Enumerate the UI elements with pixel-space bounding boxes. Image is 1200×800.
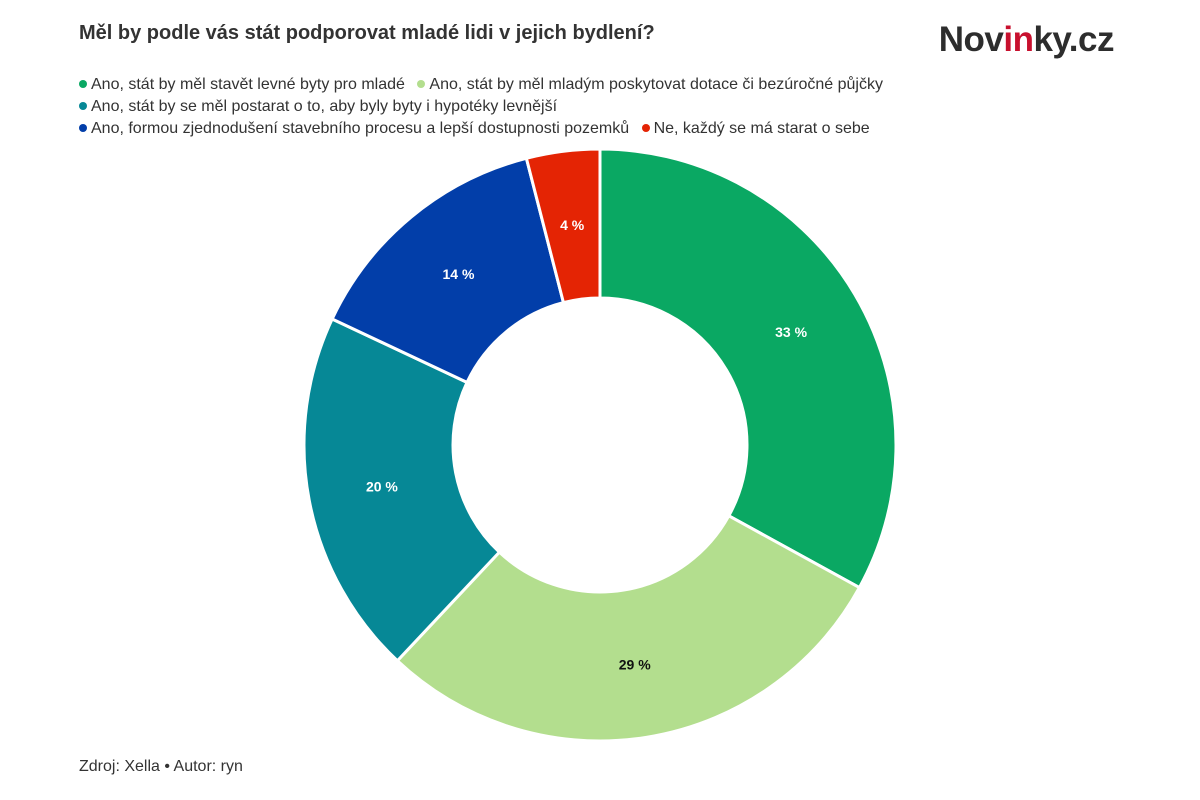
legend-item: Ano, formou zjednodušení stavebního proc… — [79, 118, 629, 140]
legend-label: Ano, stát by měl stavět levné byty pro m… — [91, 76, 405, 93]
logo-suffix: ky.cz — [1033, 20, 1114, 59]
legend-item: Ano, stát by měl mladým poskytovat dotac… — [417, 74, 883, 96]
legend-row: Ano, stát by se měl postarat o to, aby b… — [79, 96, 1079, 118]
legend-row: Ano, stát by měl stavět levné byty pro m… — [79, 74, 1079, 96]
legend-item: Ne, každý se má starat o sebe — [641, 118, 870, 140]
legend-label: Ne, každý se má starat o sebe — [653, 120, 870, 137]
slice-label: 29 % — [619, 656, 651, 672]
slice-label: 20 % — [366, 479, 398, 495]
legend-dot — [641, 124, 650, 132]
donut-slice — [302, 317, 501, 663]
legend-dot — [79, 124, 87, 132]
slice-label: 14 % — [443, 266, 475, 282]
source-credit: Zdroj: Xella • Autor: ryn — [79, 758, 243, 775]
donut-slice — [395, 514, 861, 743]
legend-label: Ano, stát by se měl postarat o to, aby b… — [91, 98, 558, 115]
logo-prefix: Nov — [938, 20, 1004, 59]
legend-dot — [79, 80, 87, 88]
novinky-logo: Novinky.cz — [938, 20, 1115, 60]
legend-row: Ano, formou zjednodušení stavebního proc… — [79, 118, 1079, 140]
legend-item: Ano, stát by se měl postarat o to, aby b… — [79, 96, 557, 118]
donut-slice — [330, 156, 565, 384]
legend-label: Ano, stát by měl mladým poskytovat dotac… — [429, 76, 883, 93]
donut-slice — [598, 147, 898, 590]
legend-label: Ano, formou zjednodušení stavebního proc… — [91, 120, 630, 137]
legend-dot — [417, 80, 426, 88]
legend-item: Ano, stát by měl stavět levné byty pro m… — [79, 74, 405, 96]
logo-accent: in — [1003, 20, 1034, 59]
chart-title: Měl by podle vás stát podporovat mladé l… — [79, 22, 655, 44]
legend: Ano, stát by měl stavět levné byty pro m… — [79, 74, 1079, 140]
legend-dot — [79, 102, 87, 110]
donut-slice — [524, 147, 602, 305]
slice-label: 4 % — [560, 217, 585, 233]
slice-label: 33 % — [775, 324, 807, 340]
